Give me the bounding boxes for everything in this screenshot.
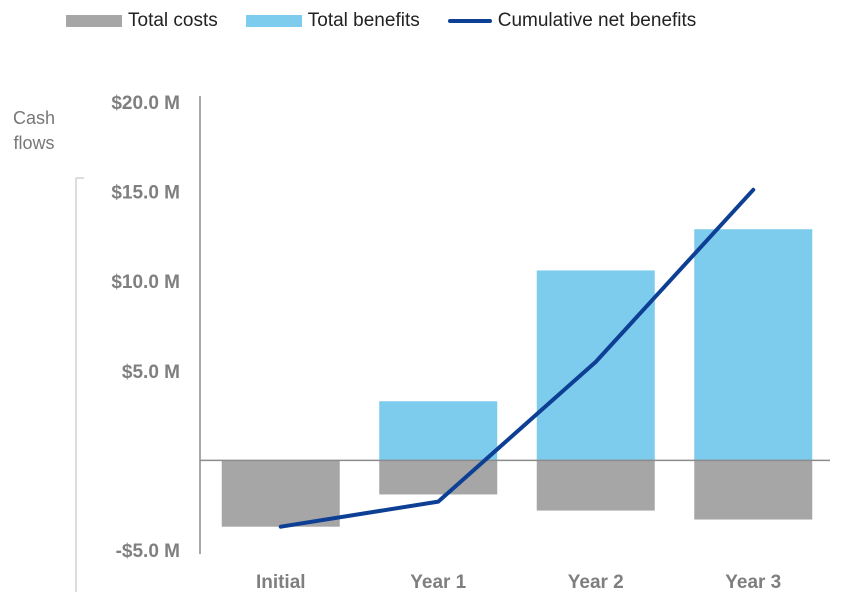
bar-total-costs-initial bbox=[221, 460, 340, 527]
legend-swatch-total-benefits bbox=[245, 15, 302, 27]
y-tick-label: $15.0 M bbox=[111, 183, 180, 204]
y-axis-title: Cash flows bbox=[12, 108, 56, 153]
legend-swatch-total-costs bbox=[66, 15, 122, 27]
legend-label-total-benefits: Total benefits bbox=[307, 10, 420, 31]
bar-total-costs-year-2 bbox=[536, 460, 655, 511]
legend-item-total-benefits: Total benefits bbox=[245, 10, 420, 32]
y-tick-label: $20.0 M bbox=[111, 93, 180, 114]
x-tick-label-year-1: Year 1 bbox=[410, 572, 466, 593]
line-cumulative-net-benefits bbox=[278, 187, 756, 529]
bar-total-benefits-year-1 bbox=[379, 401, 498, 461]
y-tick-label: -$5.0 M bbox=[116, 541, 180, 562]
legend-item-cumulative-net-benefits: Cumulative net benefits bbox=[447, 10, 697, 32]
bar-total-costs-year-3 bbox=[694, 460, 813, 520]
bar-total-benefits-year-2 bbox=[536, 270, 655, 461]
legend-swatch-cumulative-net-benefits bbox=[447, 19, 492, 23]
x-tick-label-year-3: Year 3 bbox=[725, 572, 781, 593]
legend-label-cumulative-net-benefits: Cumulative net benefits bbox=[497, 10, 697, 31]
legend-item-total-costs: Total costs bbox=[66, 10, 218, 32]
y-tick-label: $5.0 M bbox=[122, 362, 180, 383]
legend: Total costs Total benefits Cumulative ne… bbox=[66, 10, 724, 32]
x-tick-label-initial: Initial bbox=[256, 572, 306, 593]
x-tick-label-year-2: Year 2 bbox=[568, 572, 624, 593]
legend-label-total-costs: Total costs bbox=[128, 10, 218, 31]
bar-total-benefits-year-3 bbox=[694, 229, 813, 461]
y-tick-label: $10.0 M bbox=[111, 272, 180, 293]
